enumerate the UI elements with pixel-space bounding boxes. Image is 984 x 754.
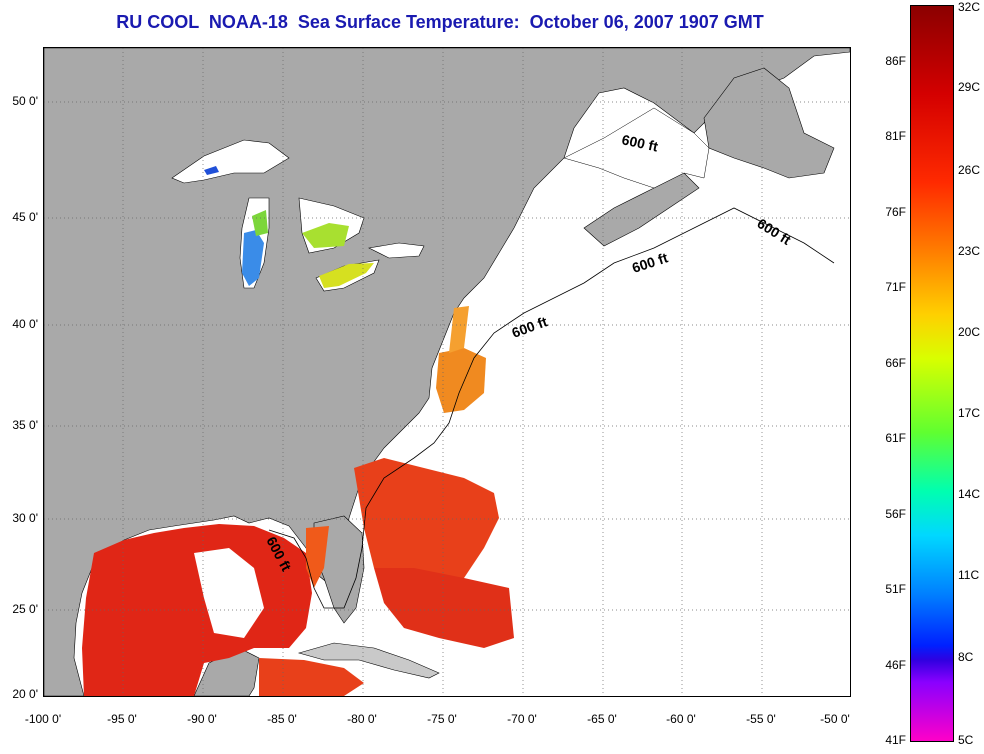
sst-florida-shelf	[306, 526, 329, 588]
lat-label-30: 30 0'	[12, 511, 38, 525]
sst-lake-erie	[319, 263, 374, 288]
depth-label-east: 600 ft	[754, 215, 794, 248]
colorbar-f-81: 81F	[885, 129, 906, 143]
lon-label-95: -95 0'	[107, 712, 137, 726]
colorbar-c-20: 20C	[958, 325, 981, 339]
colorbar-f-71: 71F	[885, 280, 906, 294]
graticule	[44, 48, 850, 696]
colorbar-f-51: 51F	[885, 582, 906, 596]
lon-label-85: -85 0'	[267, 712, 297, 726]
lat-label-40: 40 0'	[12, 317, 38, 331]
depth-label-central: 600 ft	[630, 249, 670, 276]
lon-label-65: -65 0'	[587, 712, 617, 726]
lon-label-75: -75 0'	[427, 712, 457, 726]
temperature-colorbar	[910, 5, 954, 742]
lon-label-55: -55 0'	[746, 712, 776, 726]
lon-label-100: -100 0'	[24, 712, 62, 726]
sst-gulf-stream-north	[436, 348, 486, 413]
lat-label-25: 25 0'	[12, 602, 38, 616]
colorbar-c-17: 17C	[958, 406, 981, 420]
colorbar-f-86: 86F	[885, 54, 906, 68]
colorbar-f-56: 56F	[885, 507, 906, 521]
sst-south-atlantic	[354, 458, 499, 593]
sst-map-canvas: 600 ft 600 ft 600 ft 600 ft 600 ft	[44, 48, 850, 696]
sst-lake-michigan-north	[252, 210, 268, 236]
map-title: RU COOL NOAA-18 Sea Surface Temperature:…	[116, 12, 764, 32]
lat-label-35: 35 0'	[12, 418, 38, 432]
land-newfoundland	[703, 67, 835, 179]
land-nova-scotia	[583, 172, 700, 247]
lake-ontario	[368, 242, 425, 259]
colorbar-c-32: 32C	[958, 0, 981, 14]
colorbar-c-8: 8C	[958, 650, 974, 664]
lat-label-20: 20 0'	[12, 687, 38, 701]
colorbar-c-5: 5C	[958, 733, 974, 747]
depth-label-south: 600 ft	[510, 313, 550, 341]
gulf-st-lawrence	[563, 107, 710, 189]
lon-label-50: -50 0'	[820, 712, 850, 726]
colorbar-c-29: 29C	[958, 80, 981, 94]
lake-superior	[171, 139, 290, 184]
colorbar-c-11: 11C	[958, 568, 980, 582]
sst-caribbean	[259, 658, 364, 696]
sst-lake-michigan	[242, 230, 264, 286]
sst-lake-huron	[302, 223, 349, 248]
colorbar-f-46: 46F	[885, 658, 906, 672]
colorbar-c-26: 26C	[958, 163, 981, 177]
colorbar-f-66: 66F	[885, 356, 906, 370]
depth-label-north: 600 ft	[620, 131, 659, 154]
lon-label-70: -70 0'	[507, 712, 537, 726]
lon-label-60: -60 0'	[666, 712, 696, 726]
lon-label-80: -80 0'	[347, 712, 377, 726]
colorbar-f-76: 76F	[885, 205, 906, 219]
lon-label-90: -90 0'	[187, 712, 217, 726]
land-cuba	[297, 642, 440, 679]
colorbar-f-61: 61F	[885, 431, 906, 445]
colorbar-c-14: 14C	[958, 487, 981, 501]
lat-label-45: 45 0'	[12, 210, 38, 224]
sst-midatlantic-shelf	[449, 306, 469, 353]
colorbar-f-41: 41F	[885, 733, 906, 747]
colorbar-c-23: 23C	[958, 244, 981, 258]
sst-map: 600 ft 600 ft 600 ft 600 ft 600 ft	[43, 47, 851, 697]
sst-gulf-white-gap	[194, 548, 264, 638]
depth-contour-600ft	[268, 207, 835, 609]
sst-bahamas	[374, 568, 514, 648]
lat-label-50: 50 0'	[12, 94, 38, 108]
sst-lake-superior	[204, 166, 219, 175]
